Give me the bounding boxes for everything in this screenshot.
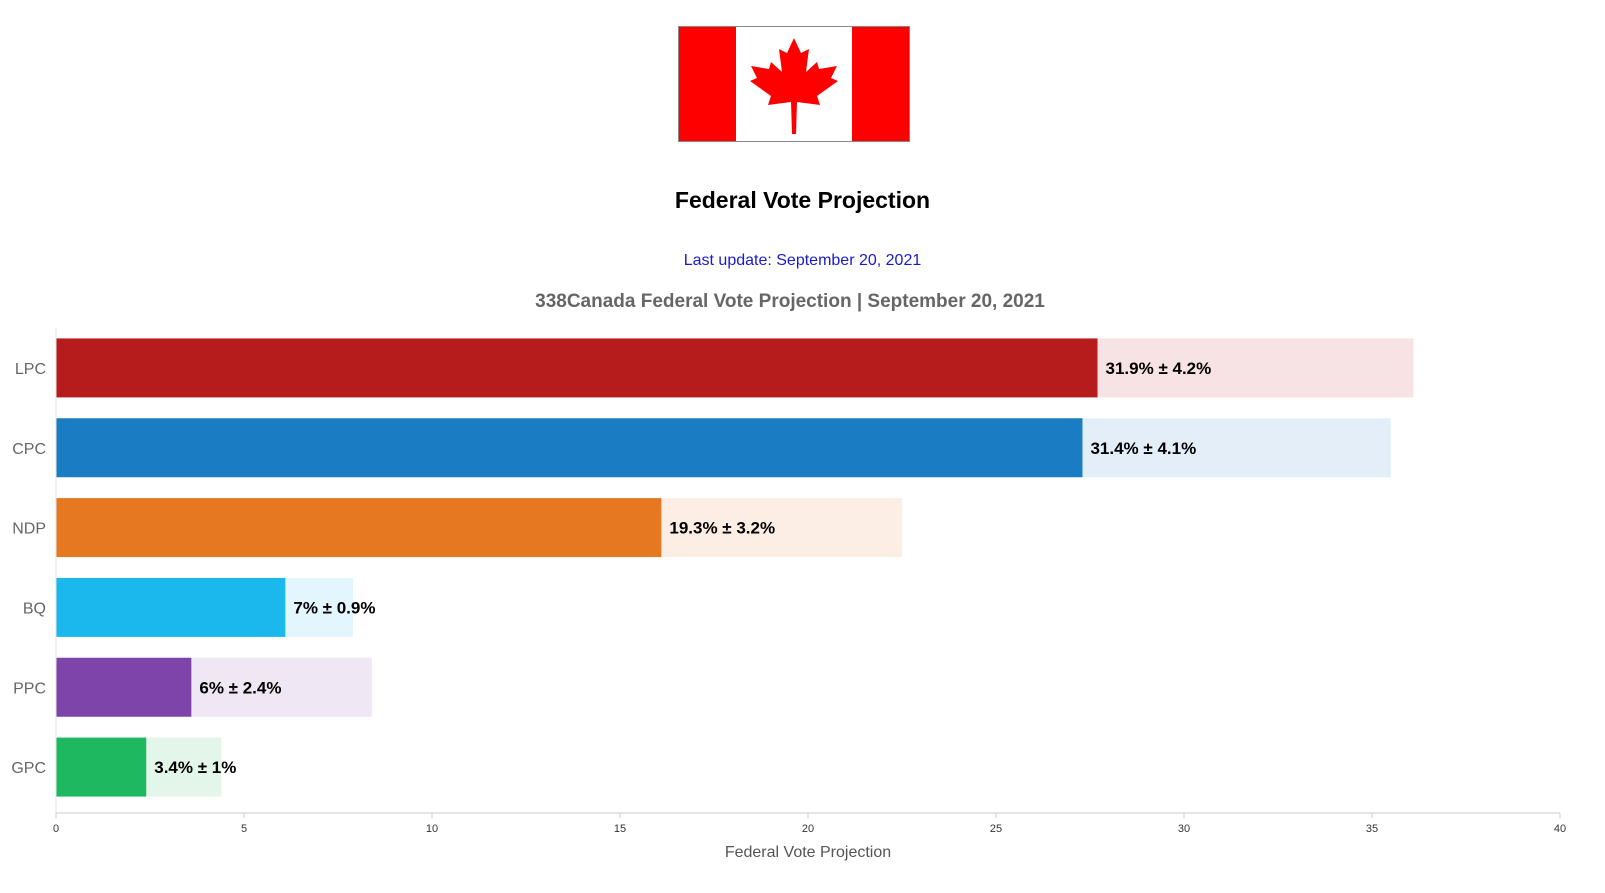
- x-tick-label: 10: [426, 823, 438, 835]
- bar-label-ndp: 19.3% ± 3.2%: [669, 519, 775, 538]
- bar-range-ndp: [661, 498, 902, 558]
- bar-bq: [56, 577, 286, 637]
- bar-ndp: [56, 498, 662, 558]
- x-tick-label: 40: [1554, 823, 1566, 835]
- bar-label-lpc: 31.9% ± 4.2%: [1106, 359, 1212, 378]
- bar-range-gpc: [146, 737, 222, 797]
- bar-range-ppc: [191, 657, 372, 717]
- category-label-ppc: PPC: [13, 680, 46, 697]
- bar-label-cpc: 31.4% ± 4.1%: [1090, 439, 1196, 458]
- x-tick-label: 5: [241, 823, 247, 835]
- category-label-gpc: GPC: [11, 760, 46, 777]
- vote-projection-chart: 338Canada Federal Vote Projection | Sept…: [11, 291, 1566, 861]
- x-tick-label: 35: [1366, 823, 1378, 835]
- category-label-ndp: NDP: [12, 521, 46, 538]
- bar-lpc: [56, 338, 1098, 398]
- last-update-text: Last update: September 20, 2021: [683, 252, 922, 269]
- category-label-lpc: LPC: [15, 361, 46, 378]
- category-label-cpc: CPC: [12, 441, 46, 458]
- bar-range-cpc: [1082, 418, 1391, 478]
- bar-gpc: [56, 737, 147, 797]
- x-axis-ticks: 0 5 10 15 20 25 30 35 40: [53, 813, 1566, 835]
- flag-left-red-band: [679, 27, 736, 141]
- bar-label-ppc: 6% ± 2.4%: [199, 678, 281, 697]
- bar-ppc: [56, 657, 192, 717]
- bar-label-bq: 7% ± 0.9%: [293, 598, 375, 617]
- bar-range-lpc: [1097, 338, 1414, 398]
- bar-cpc: [56, 418, 1083, 478]
- x-tick-label: 20: [802, 823, 814, 835]
- x-tick-label: 15: [614, 823, 626, 835]
- x-tick-label: 25: [990, 823, 1002, 835]
- x-tick-label: 30: [1178, 823, 1190, 835]
- x-tick-label: 0: [53, 823, 59, 835]
- canada-flag-icon: [678, 26, 910, 142]
- chart-title: 338Canada Federal Vote Projection | Sept…: [535, 291, 1045, 312]
- bar-label-gpc: 3.4% ± 1%: [154, 758, 236, 777]
- page-title: Federal Vote Projection: [674, 187, 931, 213]
- maple-leaf-icon: [750, 38, 838, 134]
- bars-layer: 31.9% ± 4.2% LPC 31.4% ± 4.1% CPC 19.3% ± 3.…: [11, 338, 1414, 797]
- bar-range-bq: [285, 577, 354, 637]
- flag-right-red-band: [852, 27, 909, 141]
- x-axis-title: Federal Vote Projection: [725, 844, 891, 861]
- category-label-bq: BQ: [23, 600, 46, 617]
